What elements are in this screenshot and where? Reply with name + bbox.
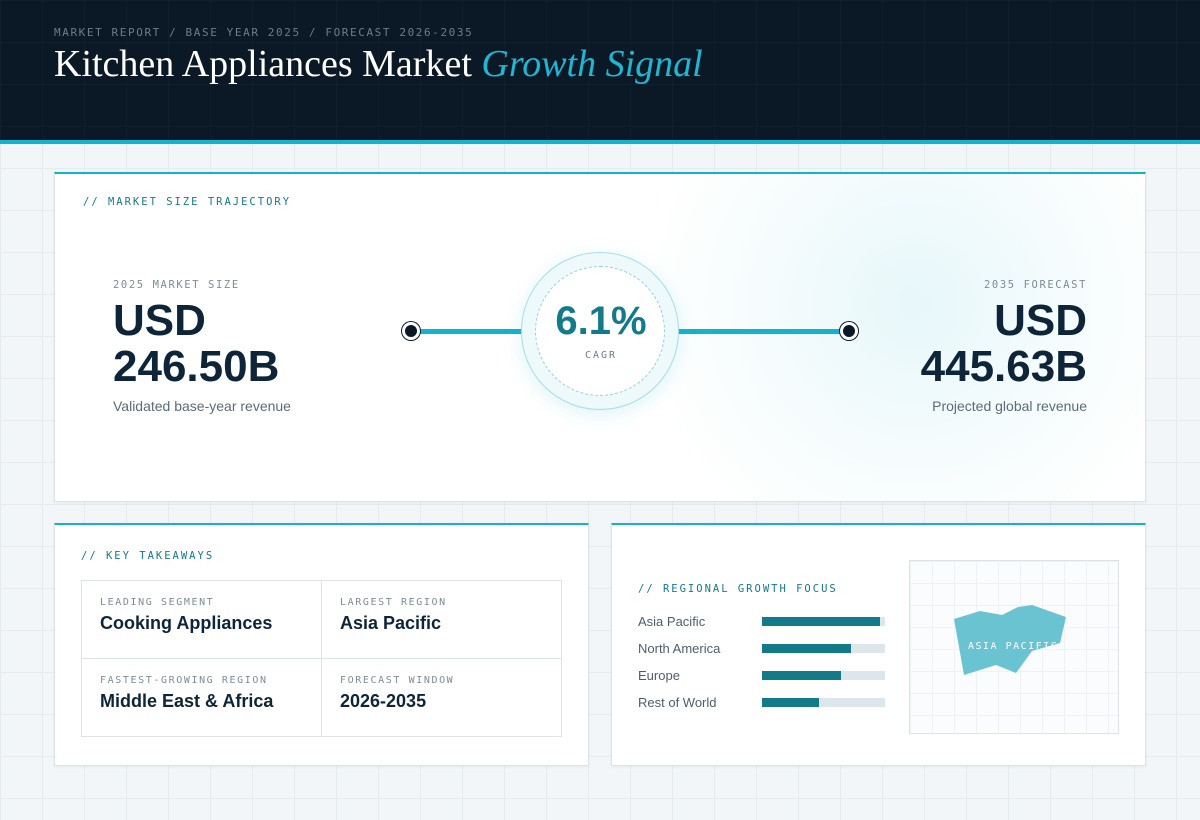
region-bar-track: [762, 698, 885, 707]
takeaway-value: Middle East & Africa: [100, 691, 274, 711]
section-label: // REGIONAL GROWTH FOCUS: [638, 583, 838, 595]
regional-growth-card: // REGIONAL GROWTH FOCUS Asia Pacific No…: [611, 523, 1146, 766]
region-name: North America: [638, 641, 721, 656]
region-bar-track: [762, 644, 885, 653]
cagr-label: CAGR: [584, 350, 618, 361]
takeaways-grid: LEADING SEGMENT Cooking Appliances LARGE…: [81, 580, 562, 737]
takeaway-value: 2026-2035: [340, 691, 427, 711]
takeaway-value: Cooking Appliances: [100, 613, 273, 633]
region-bar-fill: [762, 644, 851, 653]
regional-bar-list: Asia Pacific North America Europe Rest o…: [638, 611, 888, 719]
breadcrumb: MARKET REPORT / BASE YEAR 2025 / FORECAS…: [54, 26, 474, 39]
region-bar-row: North America: [638, 638, 888, 665]
cagr-value: 6.1%: [555, 299, 647, 343]
region-bar-row: Europe: [638, 665, 888, 692]
start-point-dot: [402, 322, 420, 340]
takeaway-label: FORECAST WINDOW: [340, 675, 455, 686]
takeaway-value: Asia Pacific: [340, 613, 442, 633]
region-bar-track: [762, 617, 885, 626]
takeaway-forecast-window: FORECAST WINDOW 2026-2035: [322, 659, 562, 736]
region-bar-row: Asia Pacific: [638, 611, 888, 638]
background-glow: [615, 174, 1145, 501]
end-currency: USD: [994, 296, 1087, 345]
end-caption: Projected global revenue: [932, 398, 1087, 414]
asia-pacific-shape: [954, 605, 1066, 675]
end-amount: 445.63B: [920, 342, 1087, 391]
start-currency: USD: [113, 296, 206, 345]
region-bar-row: Rest of World: [638, 692, 888, 719]
takeaway-label: FASTEST-GROWING REGION: [100, 675, 268, 686]
region-bar-fill: [762, 698, 819, 707]
region-bar-fill: [762, 617, 881, 626]
end-point-dot: [840, 322, 858, 340]
region-name: Asia Pacific: [638, 614, 706, 629]
section-label: // MARKET SIZE TRAJECTORY: [83, 196, 292, 208]
map-label: ASIA PACIFIC: [968, 641, 1059, 652]
end-stat-value: USD 445.63B: [921, 298, 1087, 390]
takeaway-label: LEADING SEGMENT: [100, 597, 215, 608]
region-bar-fill: [762, 671, 841, 680]
takeaway-fastest-growing-region: FASTEST-GROWING REGION Middle East & Afr…: [82, 659, 322, 736]
cagr-badge: 6.1% CAGR: [521, 252, 679, 410]
cagr-inner-ring: 6.1% CAGR: [535, 266, 665, 396]
trajectory-line-right: [672, 329, 842, 334]
start-amount: 246.50B: [113, 342, 280, 391]
region-name: Europe: [638, 668, 680, 683]
start-caption: Validated base-year revenue: [113, 398, 291, 414]
report-header: MARKET REPORT / BASE YEAR 2025 / FORECAS…: [0, 0, 1200, 144]
takeaway-largest-region: LARGEST REGION Asia Pacific: [322, 581, 562, 659]
title-accent: Growth Signal: [481, 43, 703, 85]
start-stat-value: USD 246.50B: [113, 298, 279, 390]
title-main: Kitchen Appliances Market: [54, 43, 472, 85]
region-name: Rest of World: [638, 695, 717, 710]
region-bar-track: [762, 671, 885, 680]
region-map: ASIA PACIFIC: [909, 560, 1119, 734]
trajectory-line-left: [418, 329, 528, 334]
market-size-trajectory-card: // MARKET SIZE TRAJECTORY 2025 MARKET SI…: [54, 172, 1146, 502]
end-stat-label: 2035 FORECAST: [984, 279, 1087, 291]
section-label: // KEY TAKEAWAYS: [81, 550, 215, 562]
takeaway-label: LARGEST REGION: [340, 597, 447, 608]
page-title: Kitchen Appliances Market Growth Signal: [54, 42, 703, 86]
key-takeaways-card: // KEY TAKEAWAYS LEADING SEGMENT Cooking…: [54, 523, 589, 766]
start-stat-label: 2025 MARKET SIZE: [113, 279, 240, 291]
takeaway-leading-segment: LEADING SEGMENT Cooking Appliances: [82, 581, 322, 659]
asia-pacific-map-icon: [954, 605, 1066, 675]
